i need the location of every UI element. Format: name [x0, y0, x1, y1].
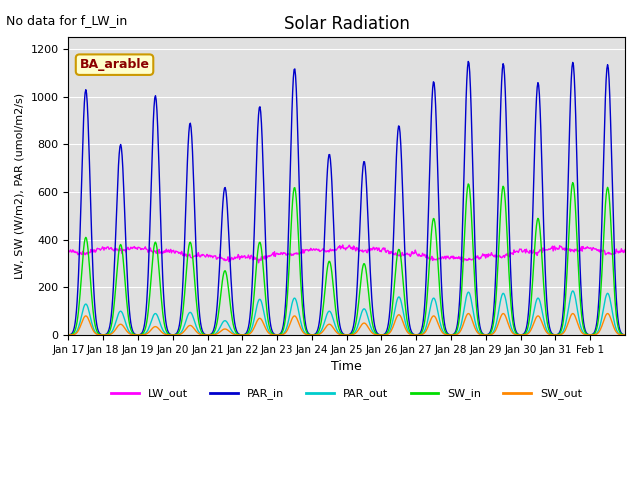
SW_in — [621, 332, 629, 338]
LW_out — [260, 253, 268, 259]
PAR_out — [260, 308, 268, 314]
LW_out — [339, 242, 346, 248]
Line: PAR_in: PAR_in — [68, 61, 625, 335]
SW_in — [435, 280, 443, 286]
PAR_in — [260, 179, 268, 184]
LW_out — [65, 248, 72, 254]
PAR_in — [232, 326, 240, 332]
SW_in — [65, 332, 72, 338]
Text: BA_arable: BA_arable — [79, 58, 150, 71]
SW_out — [405, 331, 413, 336]
SW_in — [281, 321, 289, 326]
PAR_in — [621, 332, 629, 338]
Line: PAR_out: PAR_out — [68, 291, 625, 335]
PAR_in — [281, 312, 289, 317]
LW_out — [130, 245, 138, 251]
SW_in — [569, 180, 577, 185]
LW_out — [255, 260, 262, 265]
PAR_out — [281, 329, 289, 335]
SW_out — [621, 332, 629, 338]
Text: No data for f_LW_in: No data for f_LW_in — [6, 14, 127, 27]
PAR_in — [465, 59, 472, 64]
PAR_out — [65, 332, 72, 338]
SW_out — [204, 332, 212, 338]
SW_out — [260, 323, 268, 328]
SW_in — [404, 323, 412, 328]
SW_in — [260, 270, 268, 276]
Title: Solar Radiation: Solar Radiation — [284, 15, 410, 33]
Line: SW_out: SW_out — [68, 313, 625, 335]
SW_out — [65, 332, 72, 338]
PAR_out — [404, 328, 412, 334]
LW_out — [437, 256, 445, 262]
LW_out — [406, 251, 413, 257]
PAR_in — [130, 330, 138, 336]
PAR_out — [232, 332, 240, 337]
SW_out — [604, 311, 611, 316]
LW_out — [282, 251, 289, 256]
SW_out — [282, 330, 289, 336]
LW_out — [621, 247, 629, 252]
PAR_out — [130, 332, 138, 337]
Line: LW_out: LW_out — [68, 245, 625, 263]
PAR_out — [569, 288, 577, 294]
Line: SW_in: SW_in — [68, 182, 625, 335]
SW_out — [130, 332, 138, 338]
SW_out — [233, 332, 241, 338]
PAR_in — [435, 220, 443, 226]
SW_in — [130, 331, 138, 337]
PAR_in — [65, 332, 72, 338]
PAR_out — [435, 316, 443, 322]
Legend: LW_out, PAR_in, PAR_out, SW_in, SW_out: LW_out, PAR_in, PAR_out, SW_in, SW_out — [107, 384, 587, 404]
LW_out — [232, 254, 240, 260]
SW_in — [232, 330, 240, 336]
X-axis label: Time: Time — [332, 360, 362, 373]
PAR_out — [621, 332, 629, 338]
SW_out — [436, 325, 444, 331]
PAR_in — [404, 309, 412, 315]
Y-axis label: LW, SW (W/m2), PAR (umol/m2/s): LW, SW (W/m2), PAR (umol/m2/s) — [15, 93, 25, 279]
